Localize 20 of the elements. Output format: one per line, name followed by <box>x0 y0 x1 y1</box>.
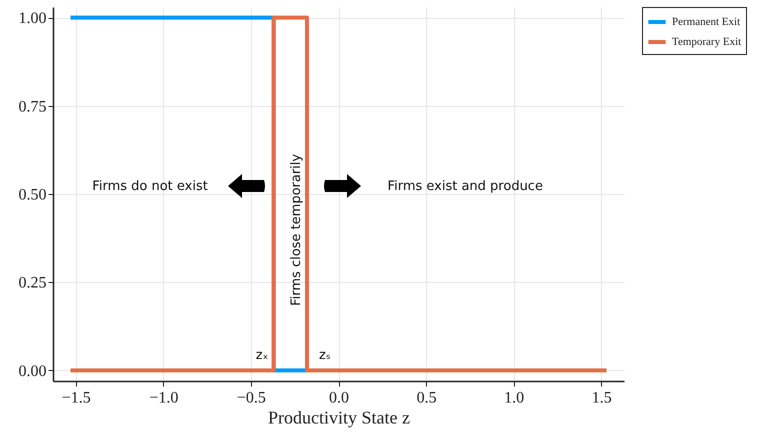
y-tick-label: 1.00 <box>18 10 46 28</box>
y-tick-label: 0.00 <box>18 362 46 380</box>
annotation: Firms exist and produce <box>388 179 543 194</box>
x-tick-label: 0.0 <box>329 390 349 406</box>
annotation: Firms close temporarily <box>289 154 304 306</box>
y-tick-label: 0.25 <box>18 274 46 292</box>
x-tick-label: −0.5 <box>236 390 266 406</box>
y-tick-label: 0.50 <box>18 186 46 204</box>
x-axis-title: Productivity State z <box>268 408 410 428</box>
annotation: zₓ <box>256 348 269 363</box>
x-tick-label: −1.0 <box>149 390 178 406</box>
y-tick-label: 0.75 <box>18 98 46 116</box>
annotation: Firms do not exist <box>92 179 208 194</box>
x-tick-label: −1.5 <box>62 390 91 406</box>
legend-label: Temporary Exit <box>672 36 742 48</box>
x-tick-label: 0.5 <box>416 390 437 406</box>
x-tick-label: 1.0 <box>504 390 524 406</box>
x-tick-label: 1.5 <box>592 390 612 406</box>
annotation: zₛ <box>318 348 331 363</box>
legend-label: Permanent Exit <box>672 16 740 28</box>
